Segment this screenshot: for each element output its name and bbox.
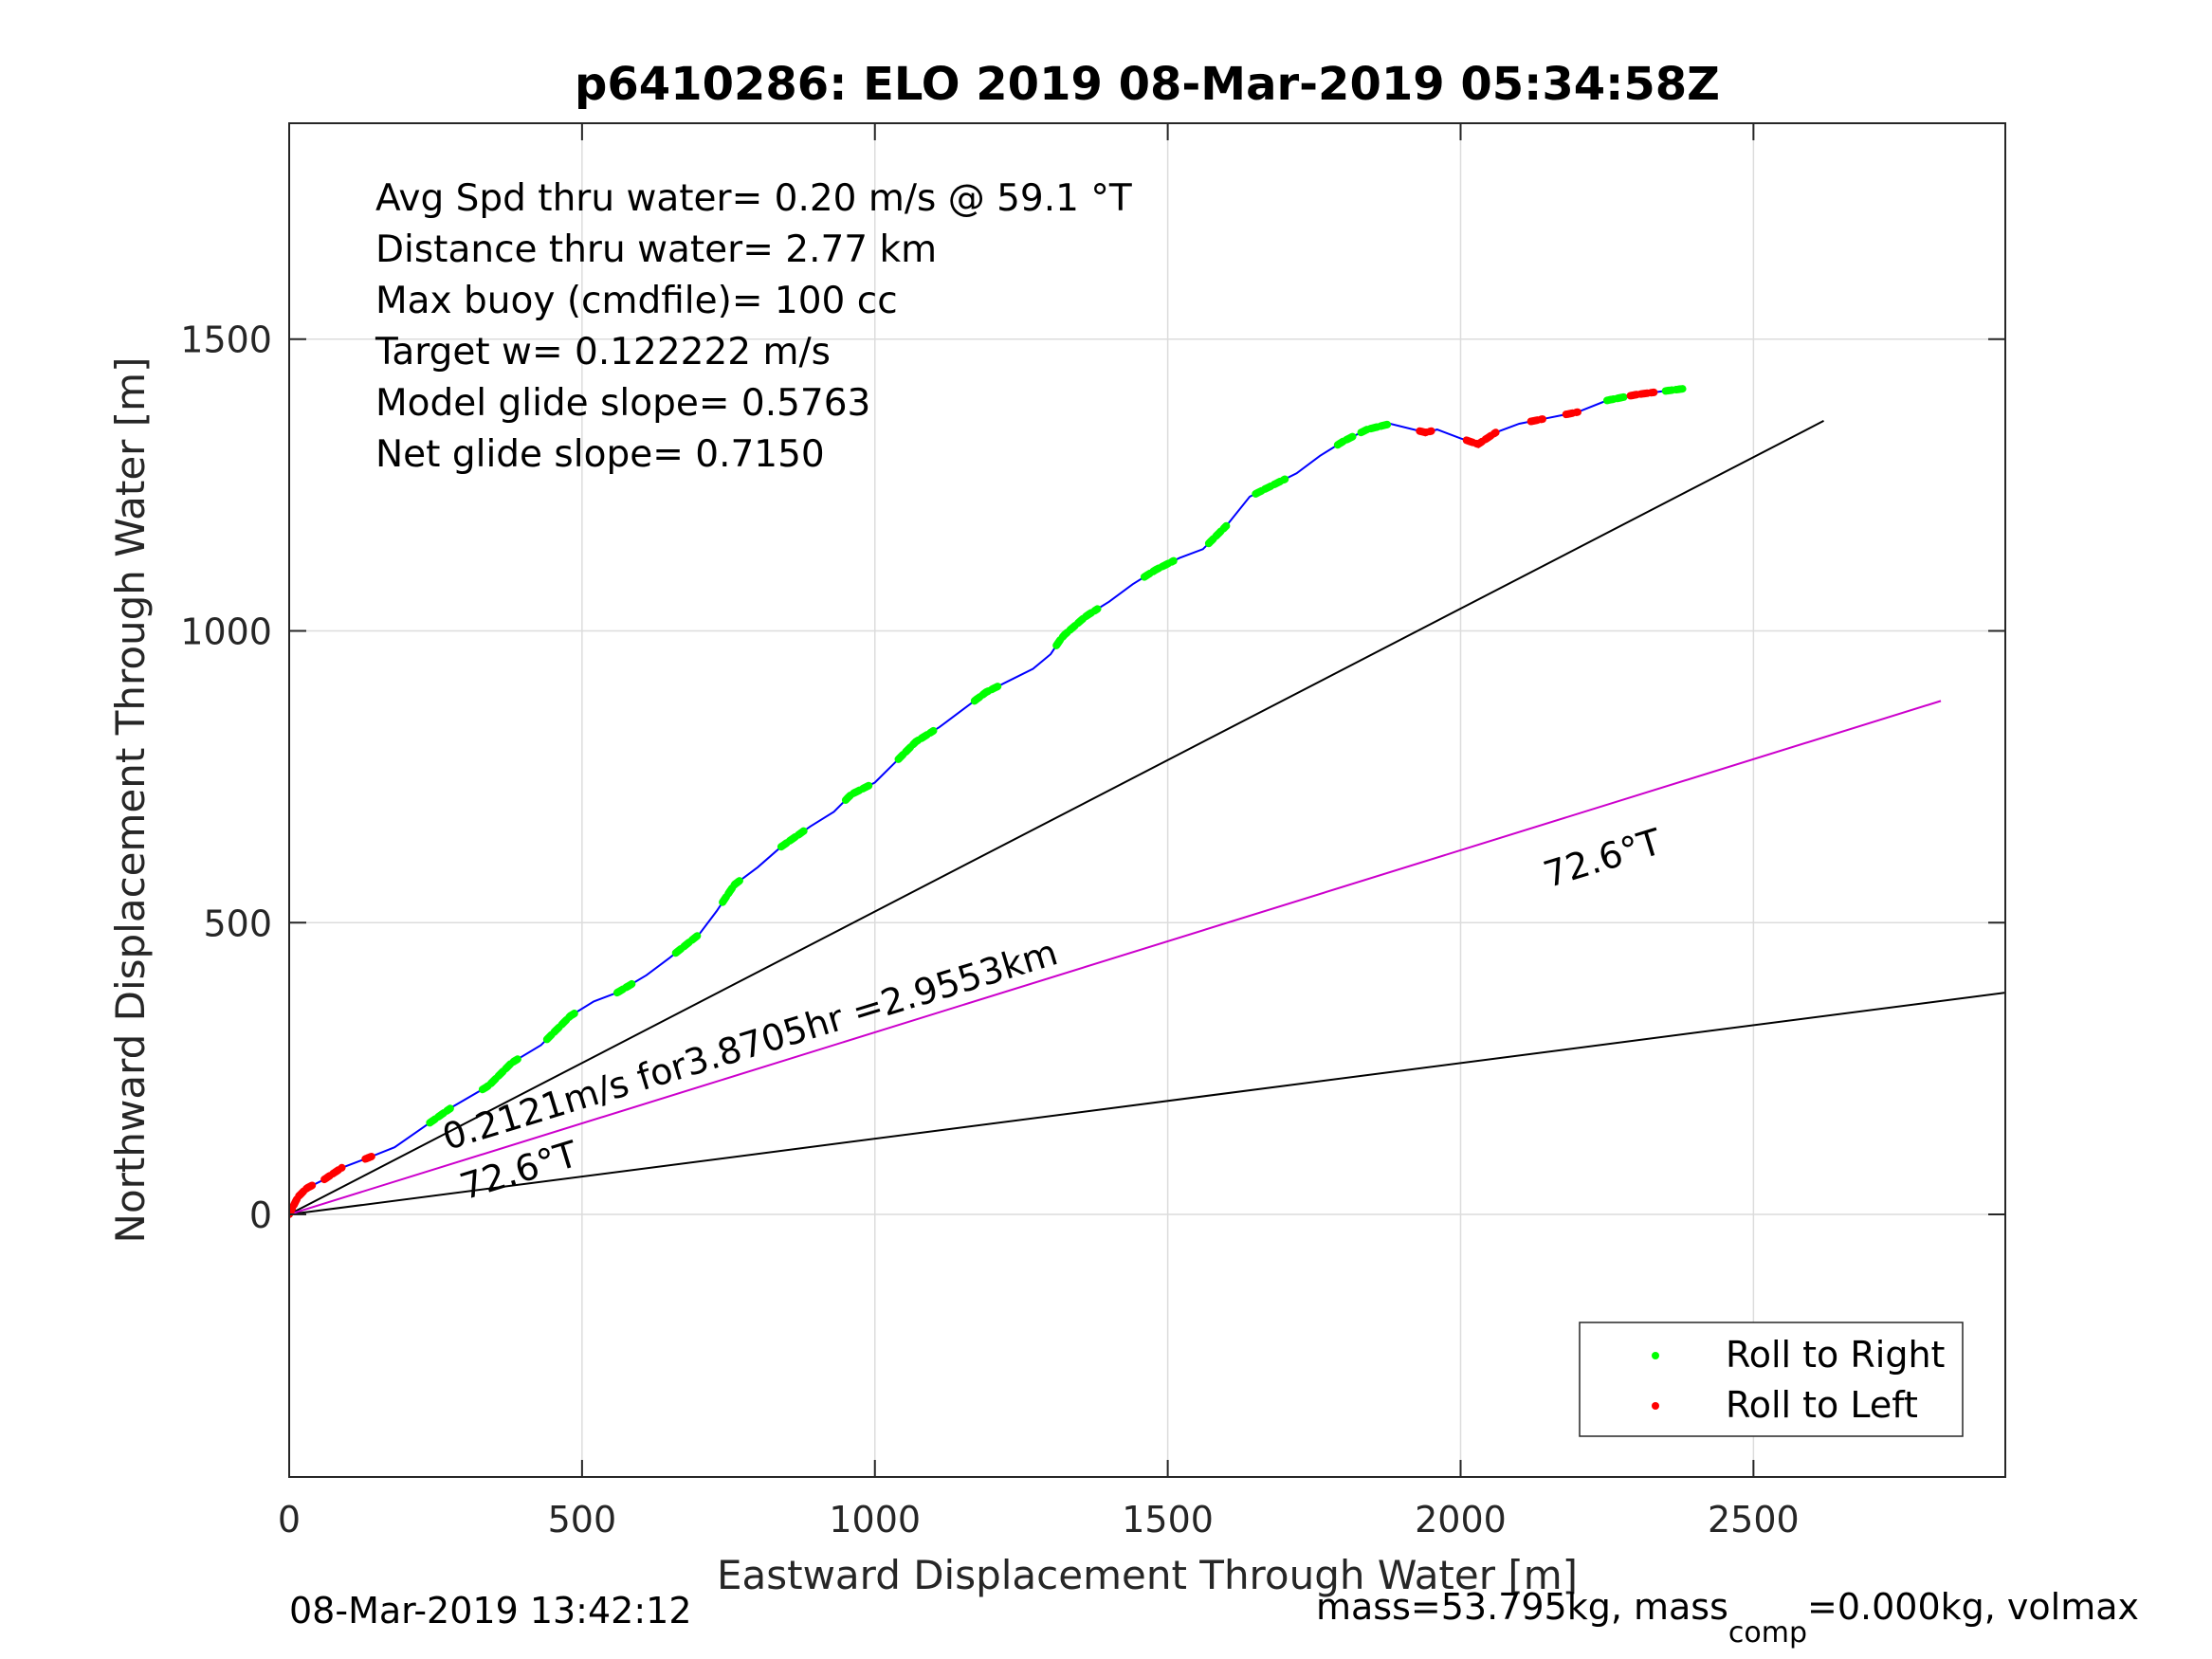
roll-left-segment xyxy=(1626,388,1658,400)
roll-left-segment xyxy=(289,1181,317,1218)
x-tick-label: 1000 xyxy=(829,1499,921,1540)
roll-right-segment xyxy=(1602,392,1629,405)
roll-right-segment xyxy=(1357,420,1395,437)
roll-left-segment xyxy=(1526,415,1546,426)
roll-right-segment xyxy=(841,781,873,804)
y-tick-label: 1500 xyxy=(180,319,272,361)
roll-left-segment xyxy=(1416,427,1435,437)
roll-left-segment xyxy=(1462,428,1500,448)
roll-left-segment xyxy=(361,1151,378,1163)
annotation-max-buoy: Max buoy (cmdfile)= 100 cc xyxy=(375,280,898,322)
roll-right-segment xyxy=(894,726,938,763)
y-tick-label: 1000 xyxy=(180,611,272,653)
roll-right-segment xyxy=(426,1104,454,1127)
roll-right-segment xyxy=(612,978,639,997)
reference-line-1 xyxy=(289,420,1824,1215)
grid-lines xyxy=(288,123,2005,1477)
footer-mass-sub: comp xyxy=(1728,1616,1807,1650)
roll-right-segment xyxy=(1204,521,1231,548)
roll-right-segment xyxy=(1052,605,1102,649)
y-tick-label: 500 xyxy=(203,902,272,944)
x-axis-label: Eastward Displacement Through Water [m] xyxy=(717,1552,1578,1598)
roll-right-segment xyxy=(542,1008,580,1044)
annotation-avg-speed: Avg Spd thru water= 0.20 m/s @ 59.1 °T xyxy=(375,177,1132,220)
roll-right-segment xyxy=(719,876,744,906)
roll-left-segment xyxy=(320,1163,346,1184)
roll-right-segment xyxy=(1140,556,1178,581)
roll-right-segment xyxy=(478,1055,521,1094)
x-tick-label: 2500 xyxy=(1708,1499,1800,1540)
roll-right-segment xyxy=(671,930,704,957)
legend-box xyxy=(1579,1322,1964,1437)
reference-lines xyxy=(289,420,2005,1216)
roll-left-segment xyxy=(1562,408,1581,419)
plot-area xyxy=(289,123,2005,1477)
annotation-target-w: Target w= 0.122222 m/s xyxy=(375,331,831,374)
axis-ticks: 0 500 1000 1500 2000 2500 0 500 1000 1500 xyxy=(180,123,2005,1540)
chart-title: p6410286: ELO 2019 08-Mar-2019 05:34:58Z xyxy=(575,58,1720,111)
legend: Roll to Right Roll to Left xyxy=(1579,1322,1964,1437)
roll-right-segment xyxy=(970,683,1002,705)
footer-mass-part1: mass=53.795kg, mass xyxy=(1316,1586,1728,1628)
legend-label-roll-right: Roll to Right xyxy=(1726,1334,1945,1376)
roll-right-segment xyxy=(1661,385,1688,395)
y-axis-label: Northward Displacement Through Water [m] xyxy=(107,357,154,1244)
roll-right-segment xyxy=(1333,431,1360,449)
x-tick-label: 0 xyxy=(278,1499,301,1540)
footer-mass-info: mass=53.795kg, masscomp=0.000kg, volmax xyxy=(1316,1586,2139,1650)
x-tick-label: 1500 xyxy=(1122,1499,1214,1540)
track-group xyxy=(289,385,1688,1218)
annotation-distance: Distance thru water= 2.77 km xyxy=(375,228,937,271)
reference-line-3 xyxy=(289,700,1942,1215)
roll-right-segment xyxy=(777,827,809,851)
legend-label-roll-left: Roll to Left xyxy=(1726,1384,1918,1426)
reference-line-2 xyxy=(289,992,2005,1216)
annotation-model-glide-slope: Model glide slope= 0.5763 xyxy=(375,382,870,425)
y-tick-label: 0 xyxy=(249,1194,272,1236)
x-tick-label: 2000 xyxy=(1415,1499,1507,1540)
footer-mass-part2: =0.000kg, volmax xyxy=(1807,1586,2139,1628)
plot-box xyxy=(288,122,2006,1478)
legend-marker-roll-right xyxy=(1652,1352,1659,1359)
footer-timestamp: 08-Mar-2019 13:42:12 xyxy=(289,1590,692,1632)
roll-right-segment xyxy=(1252,475,1289,498)
annotation-net-glide-slope: Net glide slope= 0.7150 xyxy=(375,433,825,476)
stats-annotations: Avg Spd thru water= 0.20 m/s @ 59.1 °T D… xyxy=(375,177,1132,476)
x-tick-label: 500 xyxy=(548,1499,617,1540)
legend-marker-roll-left xyxy=(1652,1402,1659,1410)
